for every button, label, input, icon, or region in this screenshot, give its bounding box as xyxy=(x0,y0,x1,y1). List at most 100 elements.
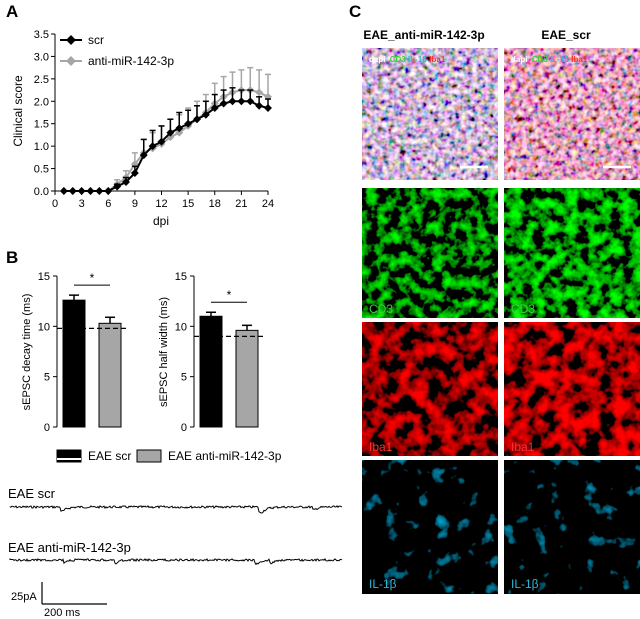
data-point-scr xyxy=(210,104,219,112)
data-point-scr xyxy=(104,187,113,195)
panel-letter-b: B xyxy=(6,248,18,267)
y-tick-label: 2.0 xyxy=(34,96,49,108)
image-cd3-anti-texture xyxy=(362,188,498,318)
bar-anti xyxy=(98,322,122,428)
channel-label-iba1-scr: Iba1 xyxy=(511,440,535,454)
data-point-scr xyxy=(219,99,228,108)
panel-letter-a: A xyxy=(6,2,18,21)
data-point-scr xyxy=(139,151,148,160)
y-tick-label: 3.5 xyxy=(34,29,49,41)
svg-text:dapi CD3 IL-1β: dapi CD3 IL-1β Iba1 xyxy=(511,55,588,64)
merge-label-il1b: IL-1β xyxy=(550,55,569,64)
bar-scr xyxy=(199,315,223,428)
panel-letter-c: C xyxy=(349,2,361,21)
y-tick-label: 15 xyxy=(175,271,187,283)
merge-label-il1b: IL-1β xyxy=(408,55,427,64)
merge-label-dapi: dapi xyxy=(511,55,527,64)
data-point-scr xyxy=(246,97,255,106)
trace-anti xyxy=(9,557,343,566)
column-title-scr: EAE_scr xyxy=(541,28,591,42)
bar-legend: EAE scr EAE anti-miR-142-3p xyxy=(56,449,282,463)
data-point-scr xyxy=(86,187,95,195)
x-tick-label: 21 xyxy=(235,198,247,210)
x-tick-label: 0 xyxy=(52,198,58,210)
image-merge-anti-texture xyxy=(362,48,498,180)
significance-star: * xyxy=(90,271,95,285)
data-point-scr xyxy=(148,142,157,151)
clinical-score-chart: 0.0 0.5 1.0 1.5 2.0 2.5 3.0 3.5 0 3 6 9 12 15 18 21 24 C… xyxy=(11,29,274,228)
y-axis-label: sEPSC half width (ms) xyxy=(158,297,170,407)
bar-scr xyxy=(62,299,86,428)
y-axis-label: sEPSC decay time (ms) xyxy=(21,294,33,411)
merge-label-scr: dapi CD3 IL-1β Iba1 xyxy=(511,55,588,64)
y-tick-label: 5 xyxy=(44,372,50,384)
y-tick-label: 15 xyxy=(38,271,50,283)
chart-legend: scr anti-miR-142-3p xyxy=(60,33,174,68)
image-iba1-anti-texture xyxy=(362,322,498,456)
legend-label-anti: anti-miR-142-3p xyxy=(88,54,174,68)
y-tick-label: 0 xyxy=(44,422,50,434)
x-tick-label: 24 xyxy=(262,198,274,210)
merge-label-cd3: CD3 xyxy=(532,55,549,64)
data-point-anti-mir-142-3p xyxy=(255,88,264,97)
trace-label-anti: EAE anti-miR-142-3p xyxy=(8,540,131,555)
merge-label-iba1: Iba1 xyxy=(571,55,588,64)
decay-time-chart: sEPSC decay time (ms) 0 5 10 15 * xyxy=(21,271,127,434)
scale-label-time: 200 ms xyxy=(44,607,81,619)
y-tick-label: 0.5 xyxy=(34,164,49,176)
legend-label-anti: EAE anti-miR-142-3p xyxy=(168,449,282,463)
sepsc-traces: EAE scr EAE anti-miR-142-3p 25pA 200 ms xyxy=(8,486,343,619)
y-tick-label: 3.0 xyxy=(34,51,49,63)
scale-label-amplitude: 25pA xyxy=(11,591,37,603)
image-il1b-anti-texture xyxy=(362,460,498,594)
trace-scr xyxy=(9,505,343,514)
data-point-scr xyxy=(255,101,264,110)
y-tick-label: 0 xyxy=(181,422,187,434)
image-merge-scr-texture xyxy=(504,48,640,180)
bar-anti xyxy=(235,329,259,428)
data-point-scr xyxy=(166,128,175,137)
y-tick-label: 2.5 xyxy=(34,74,49,86)
legend-swatch-anti xyxy=(136,449,162,463)
legend-marker-anti xyxy=(66,56,76,66)
merge-label-iba1: Iba1 xyxy=(429,55,446,64)
data-point-scr xyxy=(59,187,68,195)
x-tick-label: 3 xyxy=(79,198,85,210)
data-point-scr xyxy=(175,124,184,133)
significance-star: * xyxy=(227,288,232,302)
legend-label-scr: scr xyxy=(88,33,104,47)
y-axis-label: Clinical score xyxy=(11,75,25,147)
channel-label-cd3-scr: CD3 xyxy=(511,302,535,316)
data-point-scr xyxy=(68,187,77,195)
data-point-scr xyxy=(264,104,272,112)
series-line-anti-mir-142-3p xyxy=(63,89,269,192)
legend-swatch-scr xyxy=(56,449,82,463)
x-tick-label: 18 xyxy=(209,198,221,210)
trace-label-scr: EAE scr xyxy=(8,486,56,501)
legend-marker-scr xyxy=(66,35,76,45)
channel-label-il1b-anti: IL-1β xyxy=(369,577,397,591)
y-tick-label: 1.5 xyxy=(34,119,49,131)
y-tick-label: 1.0 xyxy=(34,141,49,153)
y-tick-label: 0.0 xyxy=(34,186,49,198)
x-tick-label: 12 xyxy=(155,198,167,210)
channel-label-il1b-scr: IL-1β xyxy=(511,577,539,591)
micrograph-panel: EAE_anti-miR-142-3p EAE_scr dapi CD3 IL-… xyxy=(362,28,640,594)
x-tick-label: 6 xyxy=(105,198,111,210)
merge-label-dapi: dapi xyxy=(369,55,385,64)
x-tick-label: 9 xyxy=(132,198,138,210)
merge-label-cd3: CD3 xyxy=(390,55,407,64)
legend-label-scr: EAE scr xyxy=(88,449,131,463)
data-point-scr xyxy=(193,115,201,124)
data-point-scr xyxy=(228,97,237,106)
image-il1b-scr-texture xyxy=(504,460,640,594)
svg-text:dapi CD3 IL-1β: dapi CD3 IL-1β Iba1 xyxy=(369,55,446,64)
channel-label-cd3-anti: CD3 xyxy=(369,302,393,316)
data-point-anti-mir-142-3p xyxy=(175,128,184,137)
merge-label-anti: dapi CD3 IL-1β Iba1 xyxy=(369,55,446,64)
x-tick-label: 15 xyxy=(182,198,194,210)
data-point-scr xyxy=(157,137,166,146)
column-title-anti: EAE_anti-miR-142-3p xyxy=(363,28,484,42)
image-iba1-scr-texture xyxy=(504,322,640,456)
